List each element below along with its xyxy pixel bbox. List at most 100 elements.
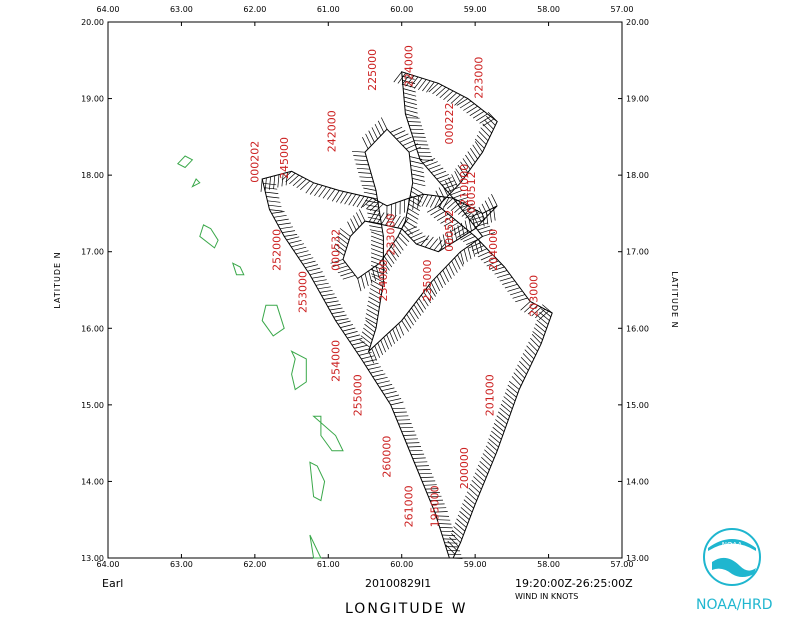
wind-barb xyxy=(401,430,415,433)
wind-barb xyxy=(522,353,533,363)
wind-barb xyxy=(352,195,361,207)
wind-barb xyxy=(430,167,444,173)
wind-barb xyxy=(487,111,498,122)
y-tick-label-right: 14.00 xyxy=(626,477,649,486)
wind-barb xyxy=(474,472,485,482)
wind-barb xyxy=(433,507,447,509)
wind-barb xyxy=(267,200,281,203)
wind-barb xyxy=(399,232,410,243)
x-tick-label-top: 59.00 xyxy=(464,5,487,14)
time-label: 000202 xyxy=(249,141,262,183)
logo-text: NOAA xyxy=(722,541,743,549)
wind-barb xyxy=(264,177,267,191)
wind-barb xyxy=(416,301,424,313)
wind-barb xyxy=(450,201,461,211)
wind-barb xyxy=(456,518,467,528)
wind-barb xyxy=(298,253,311,258)
wind-barb xyxy=(495,419,506,429)
wind-barb xyxy=(404,438,418,440)
wind-barb xyxy=(508,380,520,390)
wind-barb xyxy=(427,205,439,213)
wind-barb xyxy=(338,232,350,241)
wind-barb xyxy=(285,172,296,183)
wind-barb xyxy=(360,335,372,344)
time-label: 234000 xyxy=(377,260,390,302)
wind-barb xyxy=(447,540,458,551)
wind-barb xyxy=(377,120,385,133)
wind-barb xyxy=(348,194,357,206)
time-label: 252000 xyxy=(271,229,284,271)
wind-barb xyxy=(476,113,488,122)
wind-barb xyxy=(277,222,291,226)
wind-barb xyxy=(356,348,370,353)
wind-barb xyxy=(411,307,419,319)
time-label: 204000 xyxy=(487,229,500,271)
wind-barb xyxy=(342,327,356,332)
wind-barb xyxy=(449,536,459,547)
wind-barb xyxy=(404,109,418,114)
y-tick-label-right: 16.00 xyxy=(626,324,649,333)
wind-barb xyxy=(448,263,455,276)
wind-barb xyxy=(409,76,419,88)
time-label: 253000 xyxy=(296,271,309,313)
wind-barb xyxy=(465,154,473,166)
wind-barb xyxy=(460,161,469,173)
x-tick-label-top: 58.00 xyxy=(537,5,560,14)
wind-barb xyxy=(365,133,372,146)
wind-barb xyxy=(302,260,316,265)
wind-barb xyxy=(393,242,402,254)
wind-barb xyxy=(488,438,499,448)
wind-barb xyxy=(418,472,433,475)
wind-barb xyxy=(269,176,271,190)
x-tick-label-bottom: 58.00 xyxy=(537,560,560,569)
wind-barb xyxy=(411,453,425,455)
wind-barb xyxy=(467,213,481,218)
wind-barb xyxy=(390,401,404,406)
wind-barb xyxy=(366,199,377,210)
wind-barb xyxy=(470,148,478,160)
wind-barb xyxy=(491,266,505,272)
wind-barb xyxy=(417,195,420,209)
wind-barb xyxy=(371,348,378,361)
wind-barb xyxy=(484,449,495,459)
wind-barb xyxy=(416,147,430,150)
wind-barb xyxy=(443,219,456,227)
wind-barb xyxy=(371,279,383,287)
wind-barb xyxy=(367,300,380,308)
wind-barb xyxy=(433,239,443,251)
wind-barb xyxy=(336,191,344,203)
wind-barb xyxy=(383,391,397,395)
wind-barb xyxy=(372,373,386,377)
wind-barb xyxy=(491,430,502,440)
wind-barb xyxy=(454,96,465,106)
wind-barb xyxy=(401,74,411,85)
wind-barb xyxy=(331,311,345,314)
wind-barb xyxy=(480,127,491,138)
wind-barb xyxy=(358,209,366,222)
wind-barb xyxy=(457,205,469,215)
time-label: 242000 xyxy=(326,110,339,152)
wind-barb xyxy=(407,446,422,448)
wind-barb xyxy=(370,265,384,271)
wind-barb xyxy=(472,219,486,224)
wind-barb xyxy=(407,229,420,236)
wind-barb xyxy=(415,144,429,146)
wind-barb xyxy=(474,141,483,153)
wind-barb xyxy=(327,188,336,200)
wind-barb xyxy=(487,197,495,210)
plot-border xyxy=(107,21,623,559)
wind-barb xyxy=(367,304,379,312)
wind-barb xyxy=(366,309,379,317)
wind-barb xyxy=(440,216,452,224)
time-label: 203000 xyxy=(528,275,541,317)
wind-barb xyxy=(406,117,420,119)
wind-barb xyxy=(435,190,442,203)
wind-barb xyxy=(435,515,450,517)
wind-barb xyxy=(469,108,482,116)
wind-barb xyxy=(337,235,349,245)
wind-barb xyxy=(480,254,493,261)
wind-barb xyxy=(409,125,423,127)
wind-barb xyxy=(371,275,384,283)
wind-barb xyxy=(422,480,436,482)
wind-barb xyxy=(431,503,445,505)
